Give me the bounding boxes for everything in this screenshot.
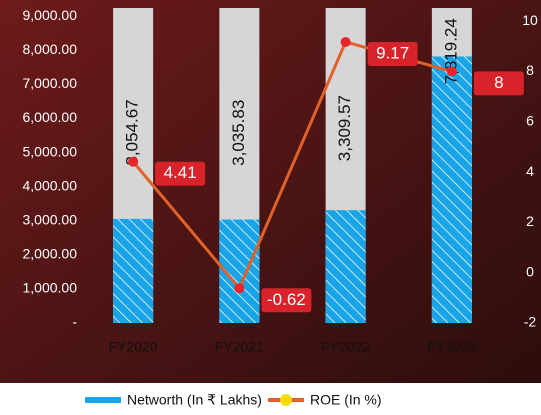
legend-label: Networth (In ₹ Lakhs): [127, 392, 262, 408]
y2-tick-label: 6: [526, 112, 534, 128]
legend-swatch: [85, 397, 121, 403]
line-value-label: -0.62: [267, 290, 306, 309]
bar: [326, 210, 366, 323]
y-tick-label: 4,000.00: [23, 177, 78, 193]
y-tick-label: 6,000.00: [23, 109, 78, 125]
y2-tick-label: -2: [524, 314, 537, 330]
y2-tick-label: 0: [526, 263, 534, 279]
y2-tick-label: 8: [526, 62, 534, 78]
y-tick-label: 1,000.00: [23, 280, 78, 296]
chart: - 1,000.00 2,000.00 3,000.00 4,000.00 5,000.0…: [0, 0, 541, 415]
y-tick-label: 8,000.00: [23, 41, 78, 57]
legend-marker: [280, 394, 292, 406]
bar: [113, 219, 153, 323]
line-value-label: 9.17: [376, 43, 409, 62]
y-tick-label: 5,000.00: [23, 143, 78, 159]
bar: [432, 56, 472, 323]
x-tick-label: FY2020: [109, 339, 158, 355]
line-value-label: 4.41: [164, 163, 197, 182]
marker: [447, 66, 457, 76]
y-tick-label: 9,000.00: [23, 7, 78, 23]
legend-label: ROE (In %): [310, 392, 382, 408]
marker: [234, 283, 244, 293]
y2-tick-label: 2: [526, 213, 534, 229]
marker: [128, 157, 138, 167]
y-tick-label: 2,000.00: [23, 246, 78, 262]
x-tick-label: FY2021: [215, 339, 264, 355]
bar-value-label: 3,054.67: [123, 99, 142, 165]
y2-tick-label: 4: [526, 163, 534, 179]
bar-value-label: 3,035.83: [229, 100, 248, 166]
y-tick-label: 7,000.00: [23, 75, 78, 91]
marker: [341, 37, 351, 47]
bar-value-label: 3,309.57: [335, 95, 354, 161]
y-tick-label: 3,000.00: [23, 211, 78, 227]
line-value-label: 8: [494, 73, 503, 92]
page: {"chart_data": {"type": "bar-line", "cat…: [0, 0, 541, 415]
x-tick-label: FY2023: [427, 339, 476, 355]
x-tick-label: FY2022: [321, 339, 370, 355]
y2-tick-label: 10: [522, 12, 538, 28]
y-tick-label: -: [72, 314, 77, 330]
